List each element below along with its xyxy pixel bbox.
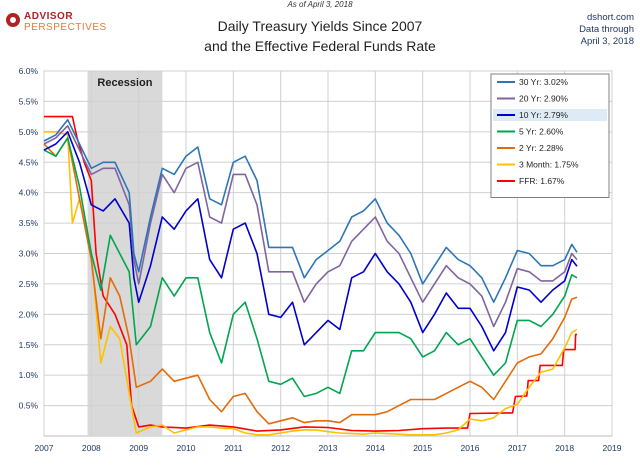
x-tick-label: 2009 (129, 443, 148, 453)
data-through-label: Data through (579, 24, 634, 35)
y-tick-label: 5.5% (19, 96, 39, 106)
y-tick-label: 3.5% (19, 218, 39, 228)
source-site: dshort.com (587, 12, 634, 23)
x-tick-label: 2013 (319, 443, 338, 453)
legend-label: 2 Yr: 2.28% (519, 143, 564, 153)
y-tick-label: 4.0% (19, 188, 39, 198)
x-tick-label: 2017 (508, 443, 527, 453)
x-tick-label: 2007 (35, 443, 54, 453)
advisor-perspectives-logo: ADVISOR PERSPECTIVES (6, 11, 156, 39)
series-line (44, 131, 578, 436)
legend-label: 20 Yr: 2.90% (519, 94, 568, 104)
series-line (44, 115, 577, 432)
logo-text-line1: ADVISOR (24, 11, 74, 22)
y-tick-label: 2.0% (19, 309, 39, 319)
y-tick-label: 4.5% (19, 157, 39, 167)
source-block: dshort.com Data through April 3, 2018 (579, 12, 634, 48)
x-tick-label: 2018 (555, 443, 574, 453)
series-line (43, 137, 578, 425)
y-tick-label: 1.5% (19, 340, 39, 350)
logo-text-line2: PERSPECTIVES (24, 22, 107, 33)
y-tick-label: 0.5% (19, 401, 39, 411)
data-through-date: April 3, 2018 (580, 36, 634, 47)
logo-icon (6, 13, 20, 27)
recession-label: Recession (97, 77, 152, 89)
y-tick-label: 1.0% (19, 370, 39, 380)
series-line (43, 118, 578, 303)
chart-title-line2: and the Effective Federal Funds Rate (204, 38, 436, 54)
x-tick-label: 2015 (413, 443, 432, 453)
legend-highlight (493, 109, 607, 121)
legend-label: 30 Yr: 3.02% (519, 77, 568, 87)
chart-title-line1: Daily Treasury Yields Since 2007 (217, 18, 423, 34)
x-tick-label: 2014 (366, 443, 385, 453)
x-tick-label: 2011 (224, 443, 243, 453)
as-of-date: As of April 3, 2018 (287, 0, 353, 9)
x-tick-label: 2008 (82, 443, 101, 453)
x-tick-label: 2010 (177, 443, 196, 453)
legend-label: 10 Yr: 2.79% (519, 110, 568, 120)
x-tick-label: 2016 (461, 443, 480, 453)
legend-box (490, 73, 610, 198)
y-tick-label: 5.0% (19, 127, 39, 137)
y-tick-label: 2.5% (19, 279, 39, 289)
series-line (43, 131, 578, 352)
series-line (43, 137, 578, 398)
y-tick-label: 6.0% (19, 66, 39, 76)
y-tick-label: 3.0% (19, 249, 39, 259)
legend-label: 3 Month: 1.75% (519, 160, 579, 170)
legend-label: 5 Yr: 2.60% (519, 127, 564, 137)
legend-label: FFR: 1.67% (519, 176, 565, 186)
x-tick-label: 2019 (603, 443, 622, 453)
x-tick-label: 2012 (271, 443, 290, 453)
